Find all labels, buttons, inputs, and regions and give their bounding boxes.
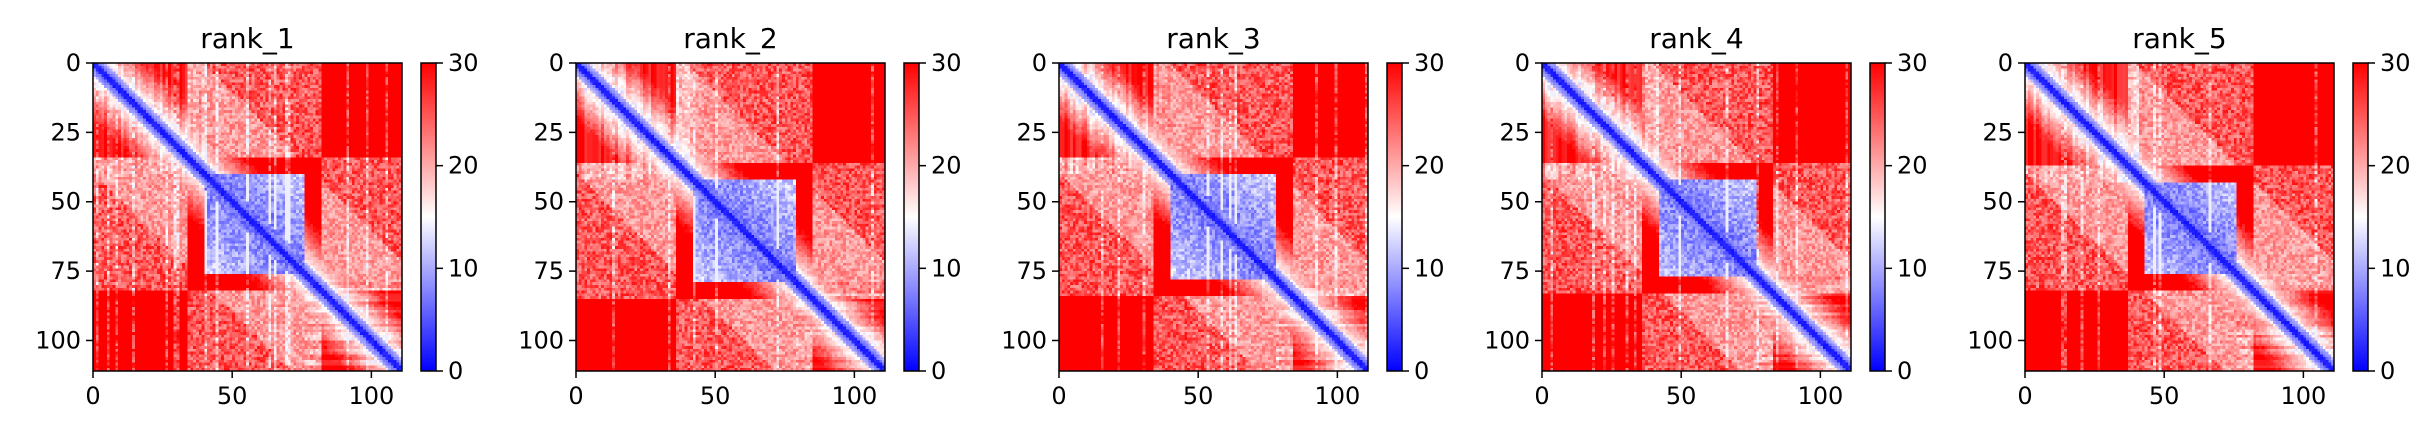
colorbar [1869, 62, 1886, 372]
axes-frame [2024, 62, 2335, 372]
colorbar-tick-label: 30 [1897, 49, 1928, 77]
colorbar-tick-label: 30 [448, 49, 479, 77]
colorbar-tick-label: 0 [931, 357, 946, 385]
colorbar-tick-label: 10 [1897, 254, 1928, 282]
panel-title: rank_2 [683, 22, 777, 55]
y-tick-label: 50 [533, 188, 564, 216]
heatmap-image [1542, 63, 1851, 371]
colorbar-tick-label: 10 [1414, 254, 1445, 282]
x-tick-label: 100 [1797, 382, 1843, 410]
y-tick-label: 50 [1982, 188, 2013, 216]
axes-frame [1541, 62, 1852, 372]
colorbar-tick-label: 10 [2380, 254, 2411, 282]
y-tick-label: 25 [50, 118, 81, 146]
y-tick-label: 75 [50, 257, 81, 285]
colorbar-tick-label: 20 [1897, 152, 1928, 180]
x-tick-label: 50 [1183, 382, 1214, 410]
y-tick-label: 100 [35, 326, 81, 354]
x-tick-label: 50 [1666, 382, 1697, 410]
y-tick-label: 0 [549, 49, 564, 77]
y-tick-label: 25 [1982, 118, 2013, 146]
colorbar-tick-label: 0 [1897, 357, 1912, 385]
axes-frame [575, 62, 886, 372]
x-tick-label: 0 [2017, 382, 2032, 410]
y-tick-label: 50 [50, 188, 81, 216]
y-tick-label: 100 [518, 326, 564, 354]
panel-title: rank_3 [1166, 22, 1260, 55]
y-tick-label: 25 [1499, 118, 1530, 146]
x-tick-label: 0 [568, 382, 583, 410]
y-tick-label: 50 [1499, 188, 1530, 216]
axes-frame [92, 62, 403, 372]
y-tick-label: 25 [1016, 118, 1047, 146]
x-tick-label: 100 [2280, 382, 2326, 410]
colorbar-tick-label: 0 [1414, 357, 1429, 385]
panel-title: rank_5 [2132, 22, 2226, 55]
heatmap-image [576, 63, 885, 371]
heatmap-image [1059, 63, 1368, 371]
colorbar-tick-label: 0 [2380, 357, 2395, 385]
y-tick-label: 75 [1499, 257, 1530, 285]
x-tick-label: 50 [217, 382, 248, 410]
colorbar [420, 62, 437, 372]
x-tick-label: 100 [1314, 382, 1360, 410]
x-tick-label: 0 [85, 382, 100, 410]
y-tick-label: 50 [1016, 188, 1047, 216]
colorbar-tick-label: 30 [2380, 49, 2411, 77]
colorbar-tick-label: 0 [448, 357, 463, 385]
x-tick-label: 50 [700, 382, 731, 410]
y-tick-label: 100 [1484, 326, 1530, 354]
y-tick-label: 0 [1032, 49, 1047, 77]
x-tick-label: 100 [831, 382, 877, 410]
colorbar [2352, 62, 2369, 372]
colorbar-tick-label: 20 [2380, 152, 2411, 180]
y-tick-label: 0 [66, 49, 81, 77]
x-tick-label: 0 [1534, 382, 1549, 410]
y-tick-label: 75 [1016, 257, 1047, 285]
colorbar-tick-label: 30 [931, 49, 962, 77]
colorbar-tick-label: 30 [1414, 49, 1445, 77]
y-tick-label: 0 [1515, 49, 1530, 77]
colorbar-tick-label: 20 [1414, 152, 1445, 180]
y-tick-label: 0 [1998, 49, 2013, 77]
colorbar [1386, 62, 1403, 372]
x-tick-label: 50 [2149, 382, 2180, 410]
y-tick-label: 100 [1967, 326, 2013, 354]
y-tick-label: 75 [533, 257, 564, 285]
colorbar-tick-label: 10 [448, 254, 479, 282]
colorbar-tick-label: 20 [448, 152, 479, 180]
y-tick-label: 25 [533, 118, 564, 146]
x-tick-label: 100 [348, 382, 394, 410]
colorbar [903, 62, 920, 372]
panel-title: rank_4 [1649, 22, 1743, 55]
x-tick-label: 0 [1051, 382, 1066, 410]
panel-title: rank_1 [200, 22, 294, 55]
heatmap-image [2025, 63, 2334, 371]
colorbar-tick-label: 10 [931, 254, 962, 282]
y-tick-label: 75 [1982, 257, 2013, 285]
colorbar-tick-label: 20 [931, 152, 962, 180]
heatmap-image [93, 63, 402, 371]
y-tick-label: 100 [1001, 326, 1047, 354]
axes-frame [1058, 62, 1369, 372]
